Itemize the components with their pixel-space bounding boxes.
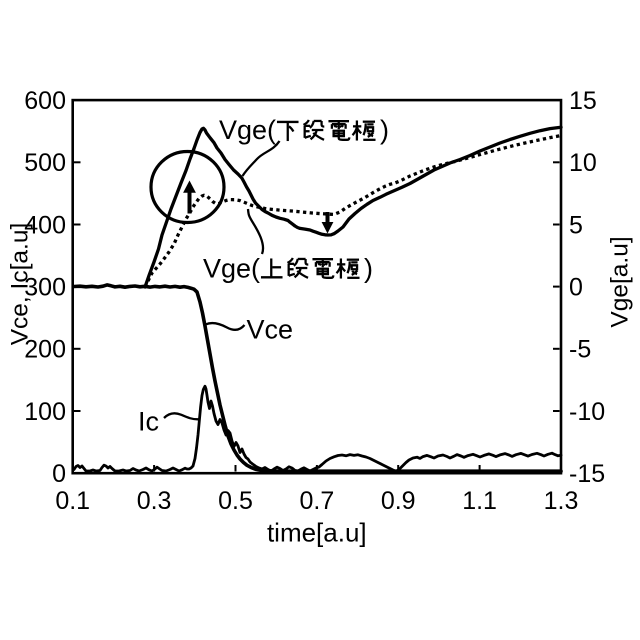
svg-text:10: 10 — [569, 149, 597, 177]
svg-text:0.5: 0.5 — [218, 487, 253, 515]
svg-text:500: 500 — [24, 149, 66, 177]
svg-text:15: 15 — [569, 87, 597, 115]
svg-text:1.3: 1.3 — [544, 487, 579, 515]
svg-text:300: 300 — [24, 273, 66, 301]
svg-text:time[a.u]: time[a.u] — [267, 518, 367, 548]
svg-text:Vge(: Vge( — [203, 254, 260, 284]
svg-text:Ic: Ic — [138, 407, 159, 437]
svg-text:-15: -15 — [569, 460, 605, 488]
svg-text:0.9: 0.9 — [381, 487, 416, 515]
svg-text:400: 400 — [24, 211, 66, 239]
svg-text:0: 0 — [52, 460, 66, 488]
svg-text:Vce: Vce — [247, 315, 294, 345]
svg-text:100: 100 — [24, 398, 66, 426]
svg-text:): ) — [364, 254, 373, 284]
svg-text:0.7: 0.7 — [300, 487, 335, 515]
svg-text:0: 0 — [569, 273, 583, 301]
svg-text:1.1: 1.1 — [462, 487, 497, 515]
svg-text:Vge[a.u]: Vge[a.u] — [607, 236, 634, 327]
svg-text:Vge(: Vge( — [219, 115, 276, 145]
svg-text:Vce, Ic[a.u]: Vce, Ic[a.u] — [7, 223, 34, 346]
svg-text:): ) — [380, 115, 389, 145]
svg-text:-5: -5 — [569, 336, 591, 364]
svg-text:600: 600 — [24, 87, 66, 115]
svg-text:-10: -10 — [569, 398, 605, 426]
svg-text:5: 5 — [569, 211, 583, 239]
svg-text:0.1: 0.1 — [55, 487, 90, 515]
svg-text:0.3: 0.3 — [137, 487, 172, 515]
svg-text:200: 200 — [24, 336, 66, 364]
